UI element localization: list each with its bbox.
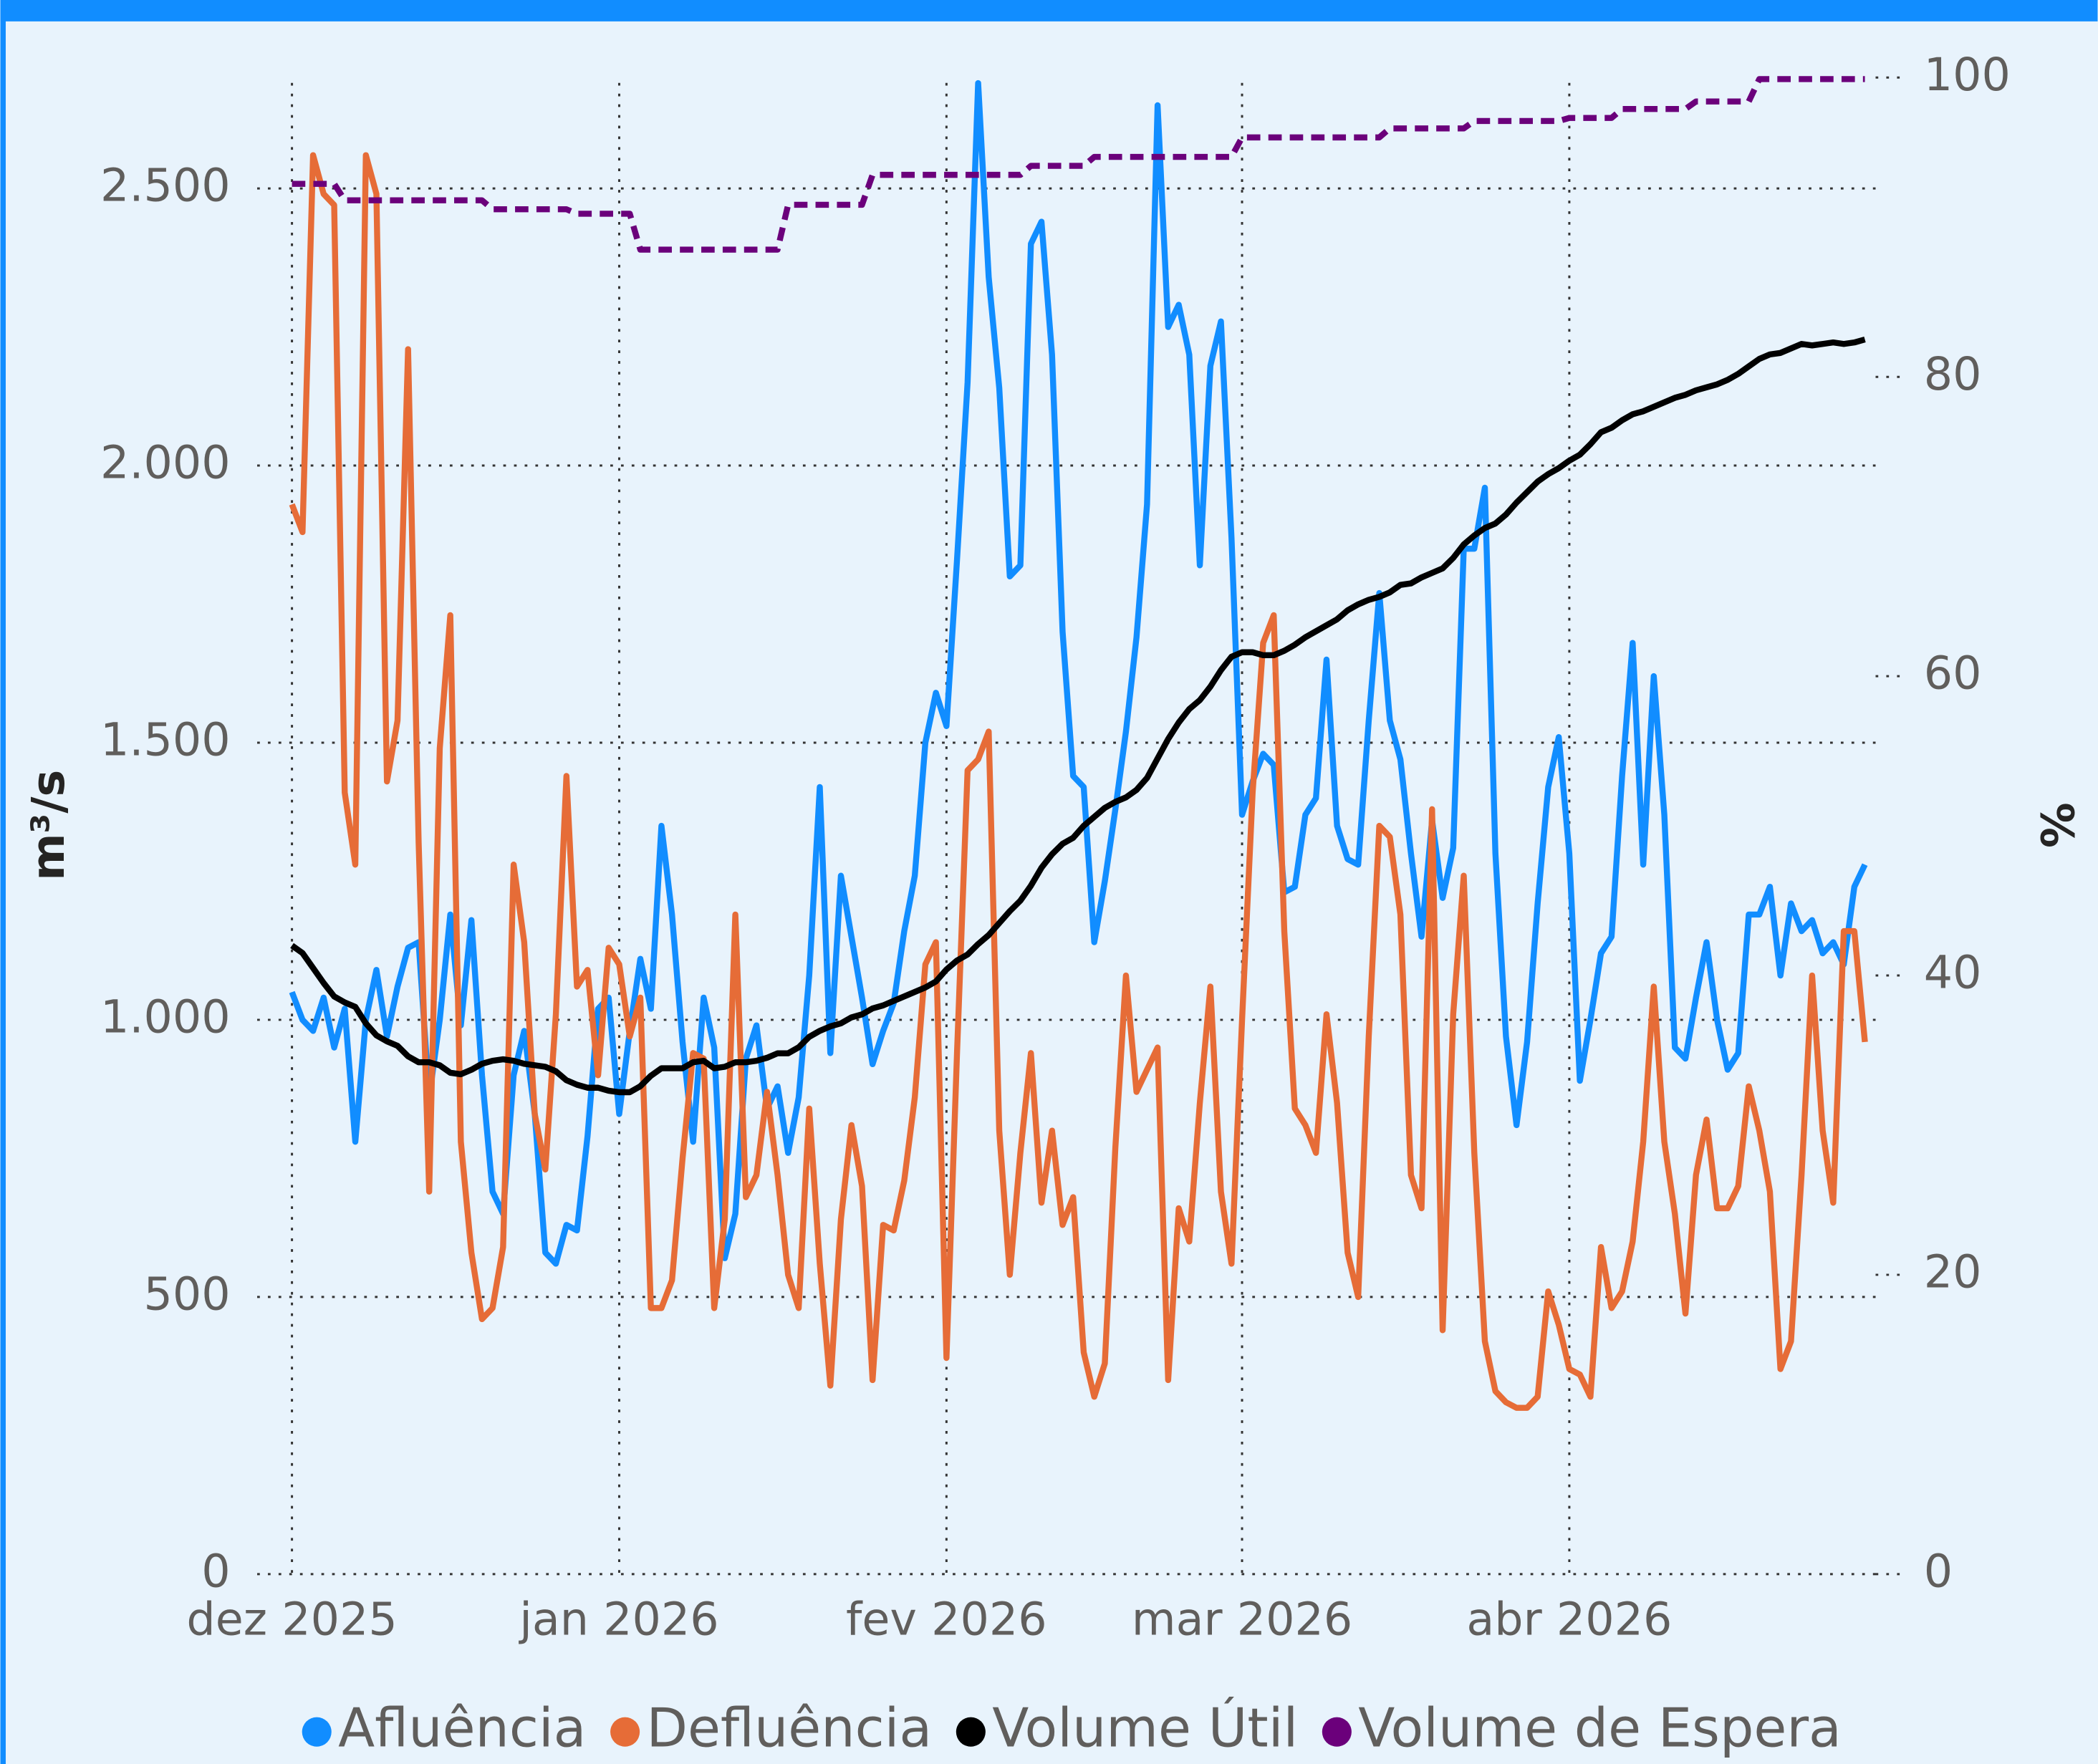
lines (289, 76, 1868, 1411)
y-tick-label: 2.000 (100, 436, 231, 489)
legend-label: Volume de Espera (1358, 1697, 1842, 1760)
legend-label: Volume Útil (992, 1697, 1298, 1760)
legend-item: Afluência (302, 1697, 586, 1760)
y-tick-label: 2.500 (100, 159, 231, 212)
x-tick-label: dez 2025 (186, 1593, 397, 1646)
x-tick-label: abr 2026 (1466, 1593, 1672, 1646)
y2-tick-label: 0 (1924, 1544, 1953, 1597)
legend-label: Afluência (338, 1697, 586, 1760)
series-line (292, 76, 1865, 253)
y-tick-label: 1.500 (100, 713, 231, 766)
series-line (289, 152, 1868, 1411)
series-line (290, 336, 1866, 1096)
y2-tick-label: 40 (1924, 946, 1982, 999)
legend-marker (956, 1717, 986, 1747)
x-tick-label: jan 2026 (518, 1593, 718, 1646)
legend-label: Defluência (646, 1697, 932, 1760)
y2-tick-label: 20 (1924, 1245, 1982, 1298)
y-tick-label: 0 (201, 1544, 230, 1597)
y2-tick-label: 100 (1924, 48, 2011, 101)
y-tick-label: 1.000 (100, 991, 231, 1044)
left-border (0, 0, 6, 1764)
x-tick-label: mar 2026 (1132, 1593, 1353, 1646)
legend: Afluência Defluência Volume Útil Volume de … (302, 1697, 1842, 1760)
legend-item: Defluência (610, 1697, 932, 1760)
y2-tick-label: 80 (1924, 347, 1982, 400)
legend-marker (1322, 1717, 1352, 1747)
legend-marker (610, 1717, 640, 1747)
legend-item: Volume Útil (956, 1697, 1298, 1760)
y2-tick-label: 60 (1924, 647, 1982, 700)
top-bar (0, 0, 2098, 21)
x-tick-label: fev 2026 (846, 1593, 1047, 1646)
y-tick-label: 500 (144, 1267, 231, 1320)
series-line (289, 79, 1868, 1267)
legend-marker (302, 1717, 332, 1747)
y-axis-title: m³/s (21, 770, 74, 881)
legend-item: Volume de Espera (1322, 1697, 1842, 1760)
grid: 0 500 1.000 1.500 2.000 2.500 0 20 40 60 80 100 dez … (100, 48, 2011, 1646)
y2-axis-title: % (2030, 802, 2083, 848)
